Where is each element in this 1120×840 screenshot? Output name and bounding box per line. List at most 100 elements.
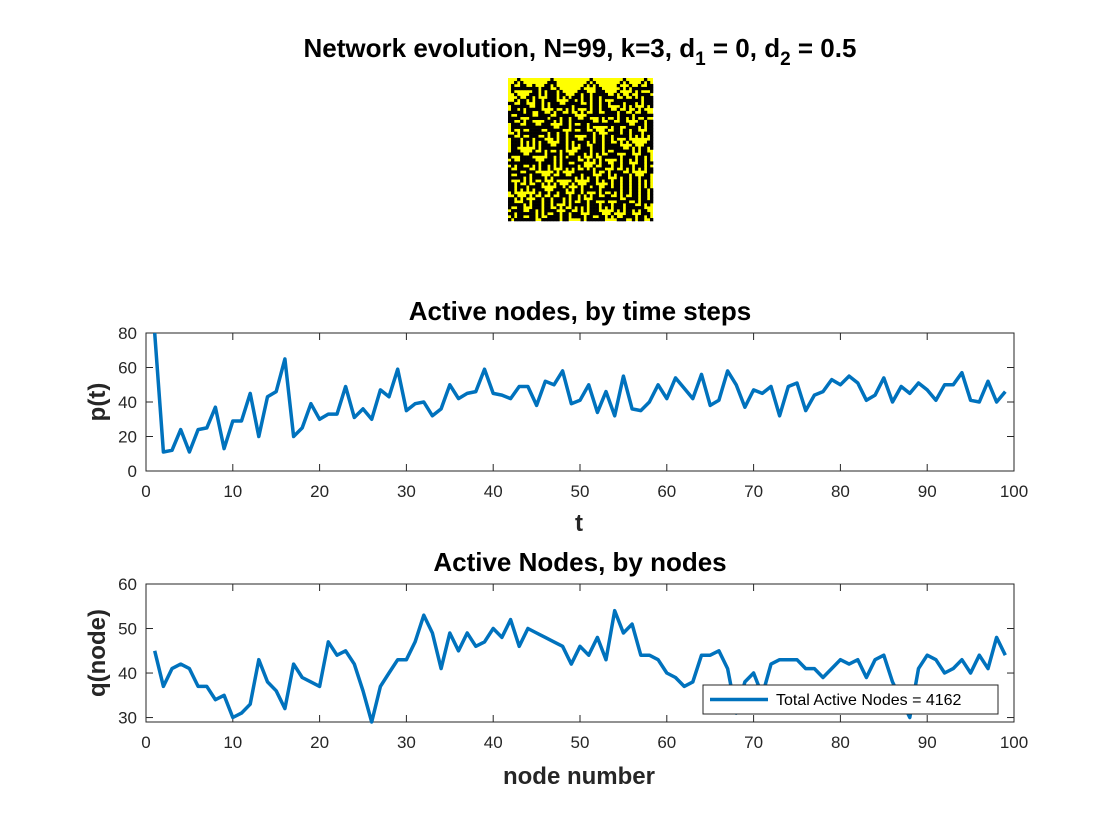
heatmap-cell [550, 167, 554, 171]
heatmap-cell [643, 110, 648, 115]
heatmap-cell [508, 167, 512, 171]
heatmap-cell [586, 107, 590, 112]
heatmap-cell [517, 149, 521, 153]
heatmap-cell [541, 137, 545, 141]
heatmap-cell [604, 155, 608, 159]
heatmap-cell [625, 101, 630, 106]
heatmap-cell [622, 179, 627, 183]
heatmap-cell [610, 170, 615, 174]
heatmap-cell [610, 173, 615, 177]
heatmap-cell [595, 140, 599, 144]
heatmap-cell [520, 212, 524, 216]
heatmap-cell [649, 218, 654, 222]
heatmap-cell [550, 191, 554, 195]
heatmap-cell [517, 122, 521, 126]
heatmap-cell [550, 194, 554, 198]
heatmap-cell [547, 98, 551, 103]
heatmap-cell [535, 101, 539, 106]
heatmap-cell [580, 164, 584, 168]
heatmap-cell [559, 125, 563, 129]
heatmap-cell [559, 176, 563, 180]
heatmap-cell [526, 107, 530, 112]
heatmap-cell [568, 140, 572, 144]
heatmap-cell [640, 182, 645, 186]
heatmap-cell [562, 215, 566, 219]
heatmap-cell [520, 80, 524, 85]
heatmap-cell [550, 104, 554, 109]
heatmap-cell [526, 86, 530, 91]
heatmap-cell [640, 119, 645, 123]
heatmap-cell [583, 158, 587, 162]
heatmap-cell [538, 173, 542, 177]
heatmap-cell [571, 119, 575, 123]
heatmap-cell [535, 161, 539, 165]
heatmap-cell [622, 122, 627, 126]
heatmap-cell [601, 89, 605, 94]
heatmap-cell [613, 170, 618, 174]
heatmap-cell [628, 83, 633, 88]
heatmap-cell [580, 200, 584, 204]
timesteps-xtick-label: 80 [831, 482, 850, 501]
heatmap-cell [517, 176, 521, 180]
heatmap-cell [562, 164, 566, 168]
heatmap-cell [523, 155, 527, 159]
heatmap-cell [508, 203, 512, 207]
heatmap-cell [529, 128, 533, 132]
heatmap-cell [568, 110, 572, 115]
heatmap-cell [631, 134, 636, 138]
heatmap-cell [544, 197, 548, 201]
heatmap-cell [553, 209, 557, 213]
heatmap-cell [631, 203, 636, 207]
heatmap-cell [535, 173, 539, 177]
heatmap-cell [565, 101, 569, 106]
heatmap-cell [586, 185, 590, 189]
heatmap-cell [562, 125, 566, 129]
heatmap-cell [565, 125, 569, 129]
heatmap-cell [562, 113, 566, 118]
heatmap-cell [547, 200, 551, 204]
heatmap-cell [511, 197, 515, 201]
heatmap-cell [562, 176, 566, 180]
heatmap-cell [598, 113, 602, 118]
heatmap-cell [544, 134, 548, 138]
heatmap-cell [625, 122, 630, 126]
heatmap-cell [580, 152, 584, 156]
heatmap-cell [556, 188, 560, 192]
heatmap-cell [595, 197, 599, 201]
heatmap-cell [541, 143, 545, 147]
heatmap-cell [550, 164, 554, 168]
heatmap-cell [529, 86, 533, 91]
heatmap-cell [637, 164, 642, 168]
heatmap-cell [622, 215, 627, 219]
heatmap-cell [571, 194, 575, 198]
heatmap-cell [523, 131, 527, 135]
heatmap-cell [595, 194, 599, 198]
heatmap-cell [520, 203, 524, 207]
heatmap-cell [550, 155, 554, 159]
heatmap-cell [616, 200, 621, 204]
heatmap-cell [640, 149, 645, 153]
heatmap-cell [556, 197, 560, 201]
heatmap-cell [559, 191, 563, 195]
heatmap-cell [628, 203, 633, 207]
heatmap-cell [625, 188, 630, 192]
heatmap-cell [517, 215, 521, 219]
heatmap-cell [604, 197, 608, 201]
heatmap-cell [646, 98, 651, 103]
heatmap-cell [535, 185, 539, 189]
heatmap-cell [550, 125, 554, 129]
heatmap-cell [532, 134, 536, 138]
heatmap-cell [553, 188, 557, 192]
heatmap-cell [553, 128, 557, 132]
heatmap-cell [646, 92, 651, 97]
heatmap-cell [559, 113, 563, 118]
heatmap-cell [589, 188, 593, 192]
heatmap-cell [625, 134, 630, 138]
heatmap-cell [586, 215, 590, 219]
nodes-ytick-label: 40 [118, 664, 137, 683]
heatmap-cell [508, 179, 512, 183]
heatmap-cell [565, 197, 569, 201]
heatmap-cell [535, 152, 539, 156]
heatmap-cell [628, 209, 633, 213]
heatmap-cell [616, 164, 621, 168]
